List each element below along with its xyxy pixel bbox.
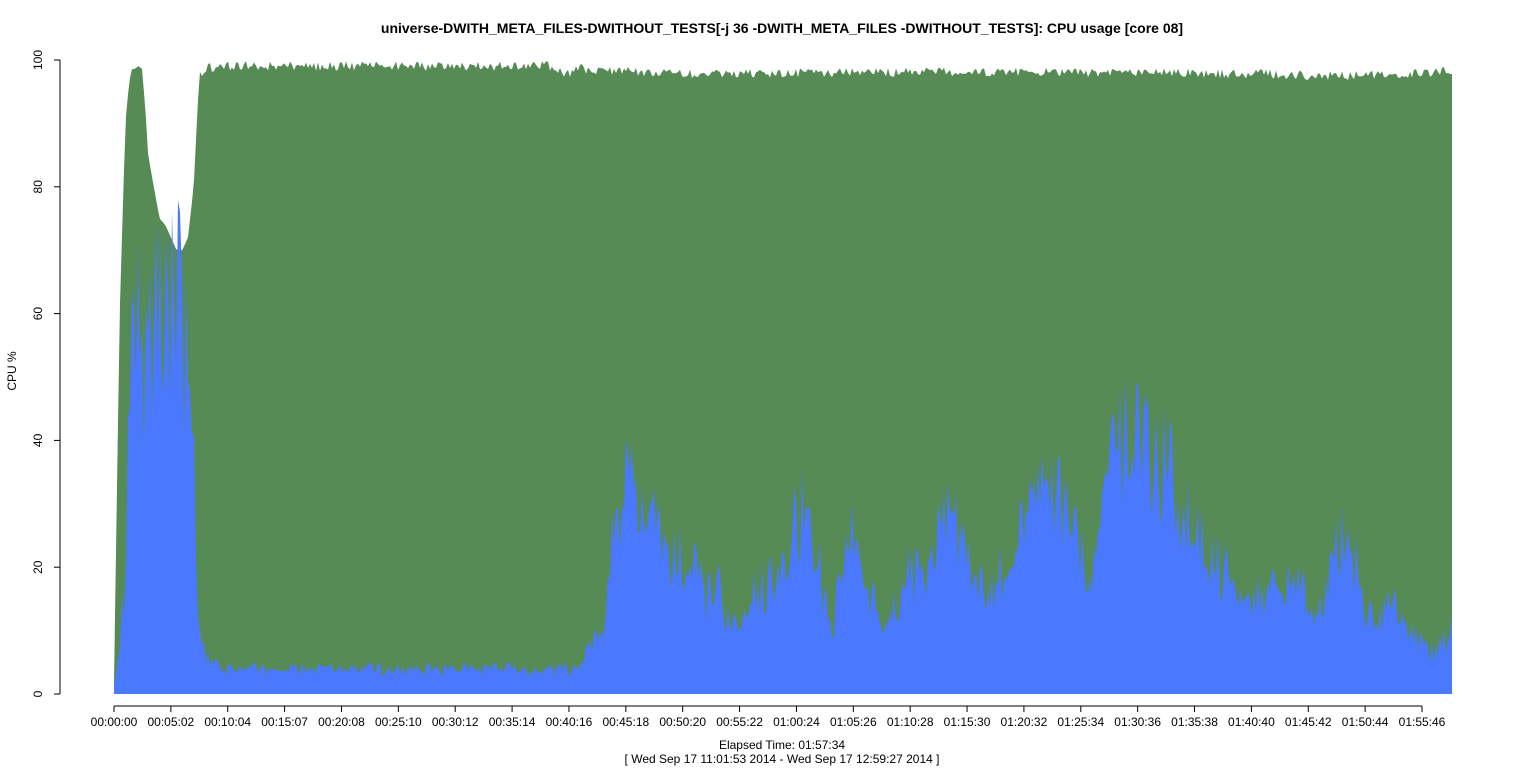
time-range-label: [ Wed Sep 17 11:01:53 2014 - Wed Sep 17 … <box>624 752 940 766</box>
y-tick-label: 80 <box>31 180 45 194</box>
y-axis-label: CPU % <box>5 351 19 391</box>
y-tick-label: 20 <box>31 560 45 574</box>
x-tick-label: 01:15:30 <box>944 715 991 729</box>
x-tick-label: 01:20:32 <box>1001 715 1048 729</box>
x-tick-label: 00:15:07 <box>261 715 308 729</box>
y-tick-label: 60 <box>31 307 45 321</box>
x-tick-label: 01:05:26 <box>830 715 877 729</box>
x-tick-label: 01:30:36 <box>1114 715 1161 729</box>
x-tick-label: 01:55:46 <box>1399 715 1446 729</box>
x-tick-label: 00:30:12 <box>432 715 479 729</box>
x-tick-label: 01:35:38 <box>1171 715 1218 729</box>
y-tick-label: 0 <box>31 690 45 697</box>
x-tick-label: 01:25:34 <box>1057 715 1104 729</box>
y-tick-label: 100 <box>31 50 45 70</box>
x-tick-label: 01:40:40 <box>1228 715 1275 729</box>
x-tick-label: 00:45:18 <box>602 715 649 729</box>
y-axis: 0 20 40 60 80 100 <box>31 50 61 697</box>
x-tick-label: 00:40:16 <box>546 715 593 729</box>
x-tick-label: 00:20:08 <box>318 715 365 729</box>
x-tick-label: 00:55:22 <box>716 715 763 729</box>
x-tick-label: 00:35:14 <box>489 715 536 729</box>
x-tick-label: 01:45:42 <box>1285 715 1332 729</box>
series-area-user <box>114 200 1452 694</box>
y-tick-label: 40 <box>31 433 45 447</box>
x-tick-label: 00:05:02 <box>148 715 195 729</box>
x-tick-label: 01:50:44 <box>1342 715 1389 729</box>
x-axis-label: Elapsed Time: 01:57:34 <box>718 738 846 752</box>
x-tick-label: 00:25:10 <box>375 715 422 729</box>
x-tick-label: 01:00:24 <box>773 715 820 729</box>
x-tick-label: 00:00:00 <box>91 715 138 729</box>
x-tick-label: 01:10:28 <box>887 715 934 729</box>
plot-area <box>114 61 1452 695</box>
x-axis: 00:00:00 00:05:02 00:10:04 00:15:07 00:20:08… <box>91 705 1446 729</box>
chart-title: universe-DWITH_META_FILES-DWITHOUT_TESTS… <box>380 20 1184 36</box>
x-tick-label: 00:50:20 <box>659 715 706 729</box>
x-tick-label: 00:10:04 <box>204 715 251 729</box>
